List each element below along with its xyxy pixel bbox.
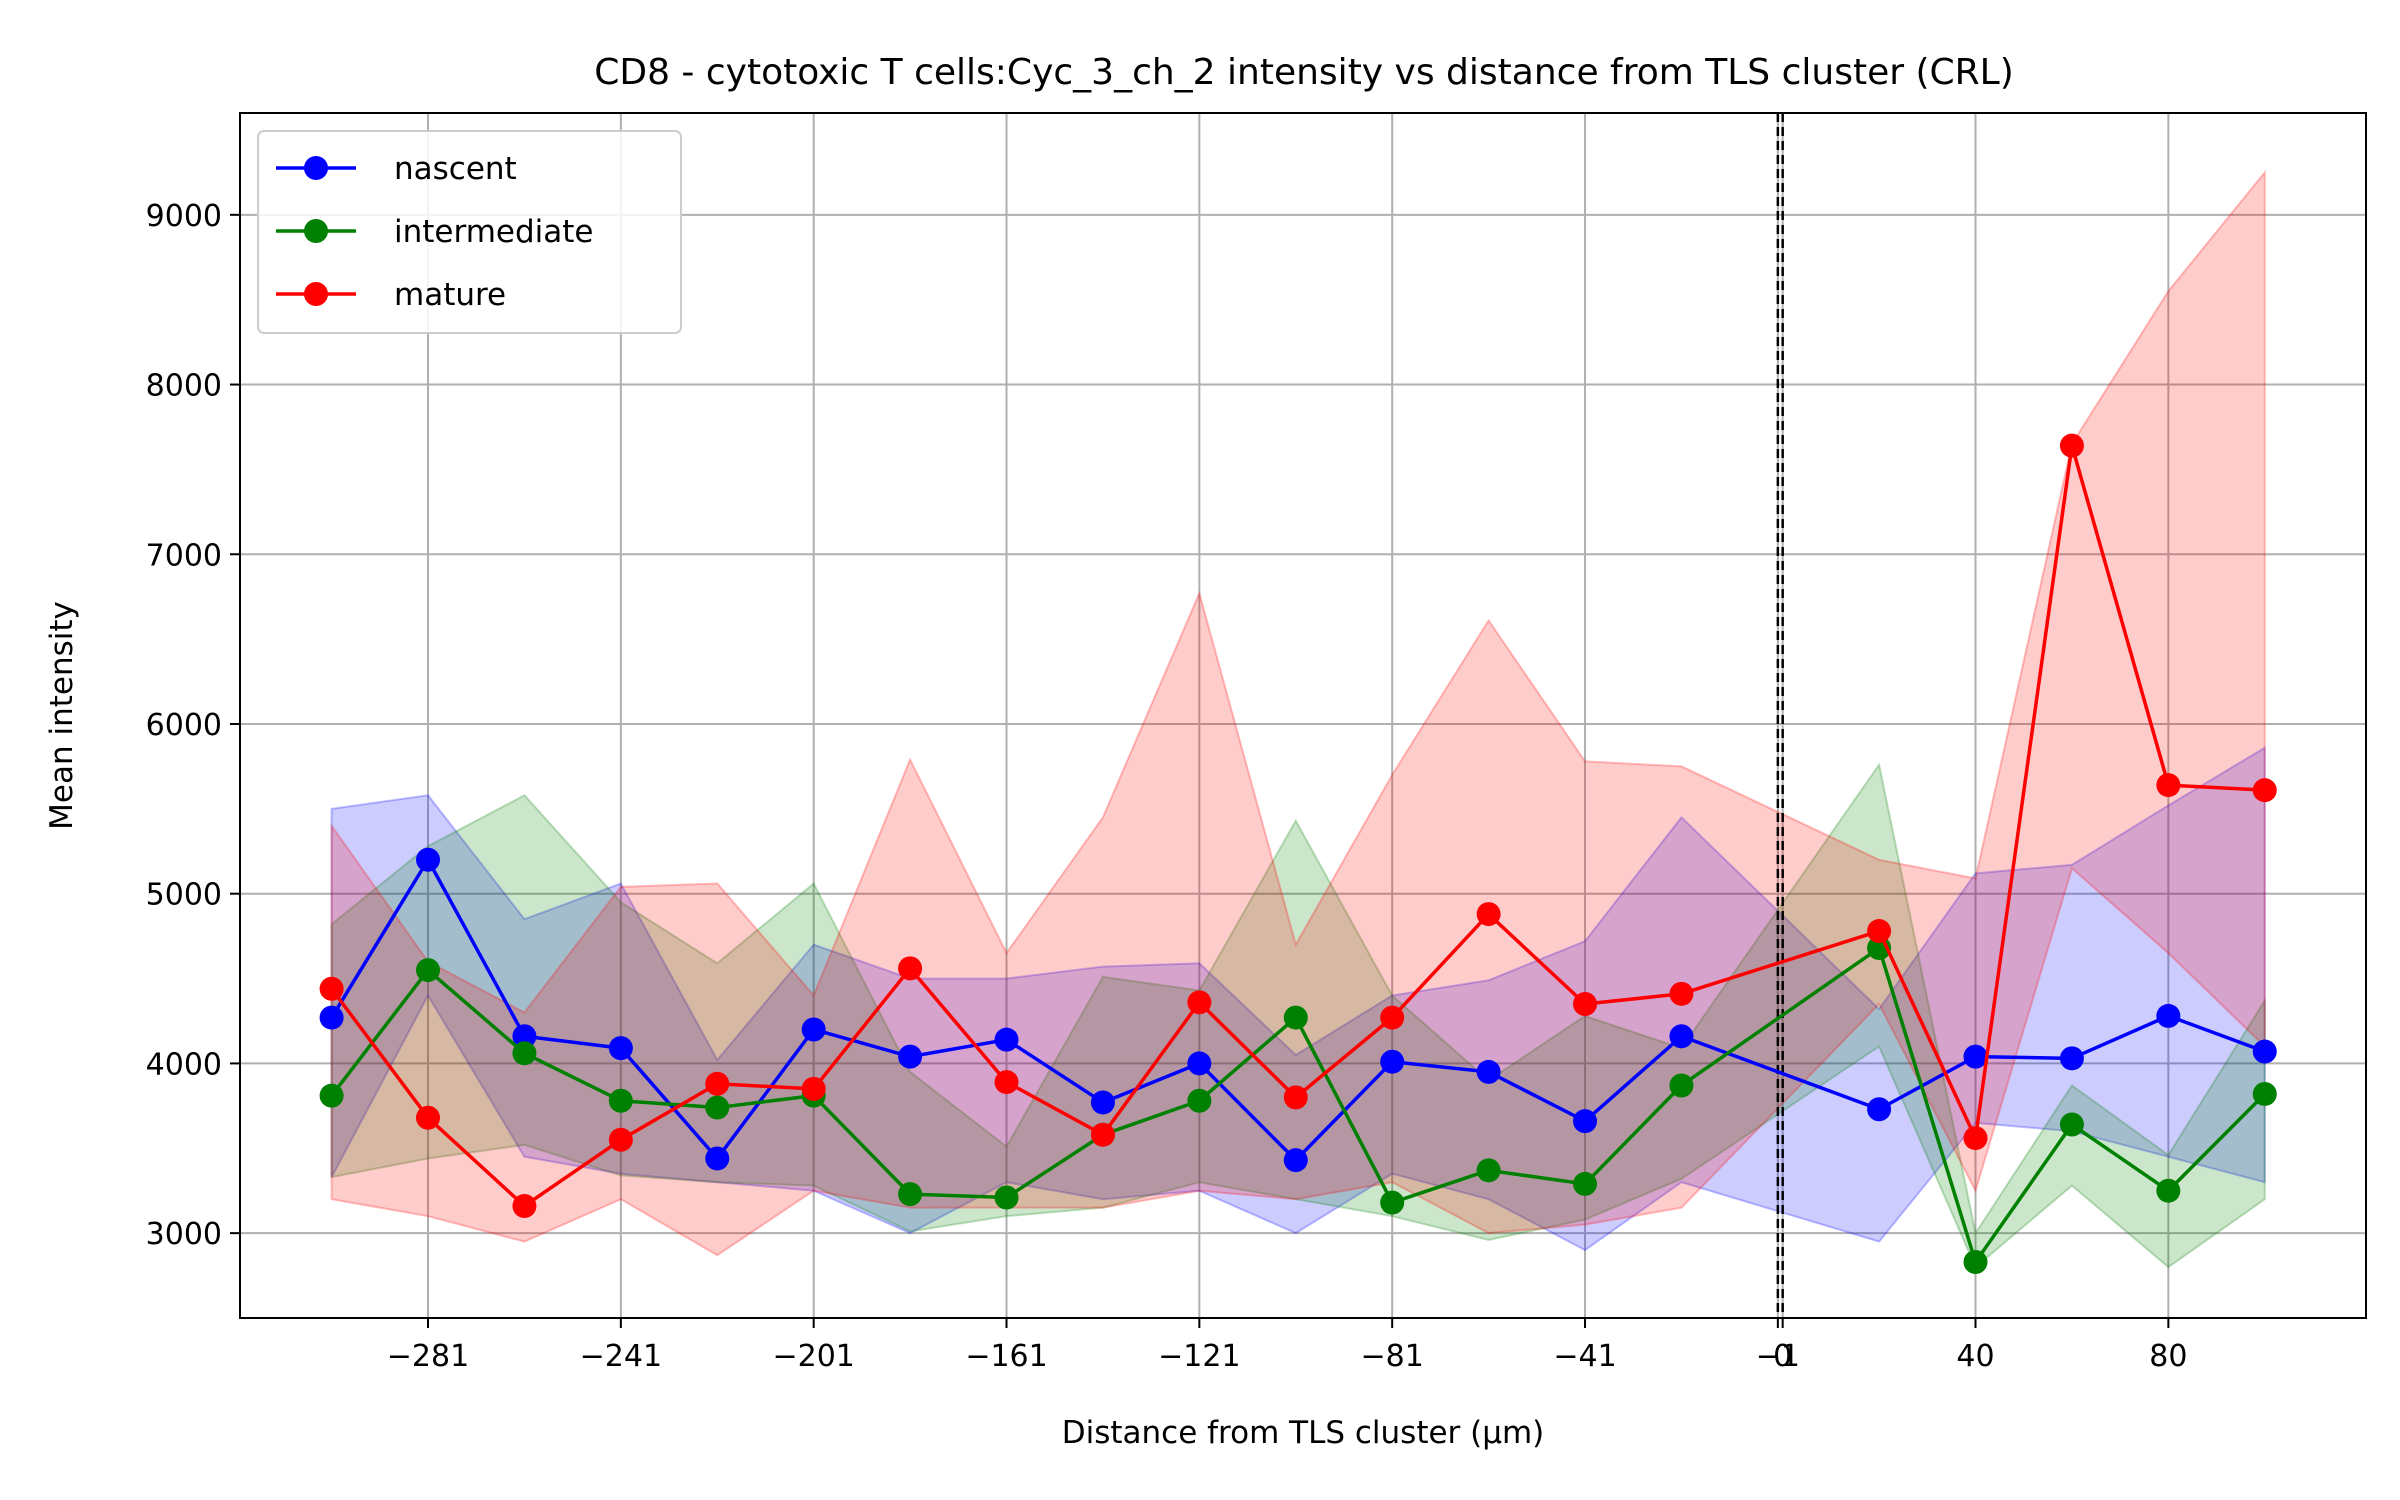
mature-point (416, 1105, 441, 1130)
x-tick-label: −121 (1158, 1339, 1240, 1374)
mature-point (801, 1076, 826, 1101)
mature-point (1867, 919, 1892, 944)
nascent-point (705, 1146, 730, 1171)
plot-frame (239, 112, 2367, 1319)
intermediate-point (2059, 1112, 2084, 1137)
mature-point (2156, 773, 2181, 798)
nascent-point (2252, 1039, 2277, 1064)
intermediate-point (319, 1083, 344, 1108)
nascent-point (2059, 1046, 2084, 1071)
intermediate-line (330, 946, 2267, 1264)
mature-point (994, 1070, 1019, 1095)
axis-ticks: −281 −241 −201 −161 −121 −81 −41 −10 40 80 3000 400… (146, 199, 2188, 1374)
legend-label: mature (394, 277, 506, 313)
nascent-point (1380, 1049, 1405, 1074)
y-tick-label: 3000 (146, 1217, 222, 1252)
chart-title: CD8 - cytotoxic T cells:Cyc_3_ch_2 inten… (594, 52, 2014, 93)
intermediate-point (512, 1041, 537, 1066)
nascent-line (330, 858, 2266, 1162)
nascent-point (1476, 1059, 1501, 1084)
intermediate-point (416, 958, 441, 983)
intermediate-point (1283, 1005, 1308, 1030)
legend-swatch-marker (304, 219, 328, 243)
mature-point (1963, 1126, 1988, 1151)
mature-point (1283, 1085, 1308, 1110)
mature-point (1187, 990, 1212, 1015)
nascent-point (2156, 1003, 2181, 1028)
nascent-point (1669, 1024, 1694, 1049)
mature-point (2059, 433, 2084, 458)
nascent-point (1283, 1148, 1308, 1173)
series-lines (319, 433, 2277, 1274)
intermediate-point (1476, 1158, 1501, 1183)
y-tick-label: 8000 (146, 369, 222, 404)
x-tick-label: −81 (1361, 1339, 1424, 1374)
y-tick-label: 4000 (146, 1047, 222, 1082)
nascent-point (994, 1027, 1019, 1052)
x-tick-label: 80 (2149, 1339, 2187, 1374)
nascent-point (898, 1044, 923, 1069)
x-tick-label: 40 (1956, 1339, 1994, 1374)
x-tick-label: 0 (1773, 1339, 1792, 1374)
nascent-point (319, 1005, 344, 1030)
legend-swatch-marker (304, 282, 328, 306)
mature-point (1669, 981, 1694, 1006)
intermediate-point (1573, 1171, 1598, 1196)
nascent-point (512, 1024, 537, 1049)
x-tick-label: −1 (1756, 1339, 1800, 1374)
intermediate-point (705, 1095, 730, 1120)
y-tick-label: 5000 (146, 878, 222, 913)
intermediate-point (898, 1182, 923, 1207)
intermediate-point (2156, 1178, 2181, 1203)
x-tick-label: −161 (965, 1339, 1047, 1374)
y-tick-label: 7000 (146, 538, 222, 573)
nascent-point (1867, 1097, 1892, 1122)
y-axis-label: Mean intensity (44, 601, 80, 830)
legend-box (257, 130, 682, 334)
nascent-point (1963, 1044, 1988, 1069)
mature-line (330, 443, 2265, 1208)
mature-point (608, 1127, 633, 1152)
intermediate-point (608, 1088, 633, 1113)
nascent-point (1573, 1109, 1598, 1134)
legend: nascent intermediate mature (257, 130, 682, 334)
mature-point (898, 956, 923, 981)
intermediate-point (2252, 1081, 2277, 1106)
nascent-point (1090, 1090, 1115, 1115)
x-tick-label: −201 (772, 1339, 854, 1374)
x-tick-label: −281 (387, 1339, 469, 1374)
mature-point (512, 1193, 537, 1218)
legend-label: nascent (394, 151, 517, 187)
intermediate-point (1669, 1073, 1694, 1098)
mature-point (1476, 902, 1501, 927)
mature-point (1090, 1122, 1115, 1147)
intermediate-point (1187, 1088, 1212, 1113)
legend-label: intermediate (394, 214, 593, 250)
nascent-point (608, 1036, 633, 1061)
x-tick-label: −241 (580, 1339, 662, 1374)
intermediate-point (1963, 1249, 1988, 1274)
mature-point (2252, 778, 2277, 803)
y-tick-label: 6000 (146, 708, 222, 743)
intermediate-point (994, 1185, 1019, 1210)
mature-point (1380, 1005, 1405, 1030)
legend-swatch-marker (304, 156, 328, 180)
mature-point (319, 976, 344, 1001)
x-axis-label: Distance from TLS cluster (μm) (1062, 1415, 1545, 1451)
mature-point (1573, 992, 1598, 1017)
x-tick-label: −41 (1553, 1339, 1616, 1374)
nascent-point (801, 1017, 826, 1042)
nascent-point (1187, 1051, 1212, 1076)
nascent-point (416, 847, 441, 872)
y-tick-label: 9000 (146, 199, 222, 234)
reference-lines (1776, 113, 1784, 1318)
intermediate-point (1380, 1190, 1405, 1215)
mature-point (705, 1071, 730, 1096)
